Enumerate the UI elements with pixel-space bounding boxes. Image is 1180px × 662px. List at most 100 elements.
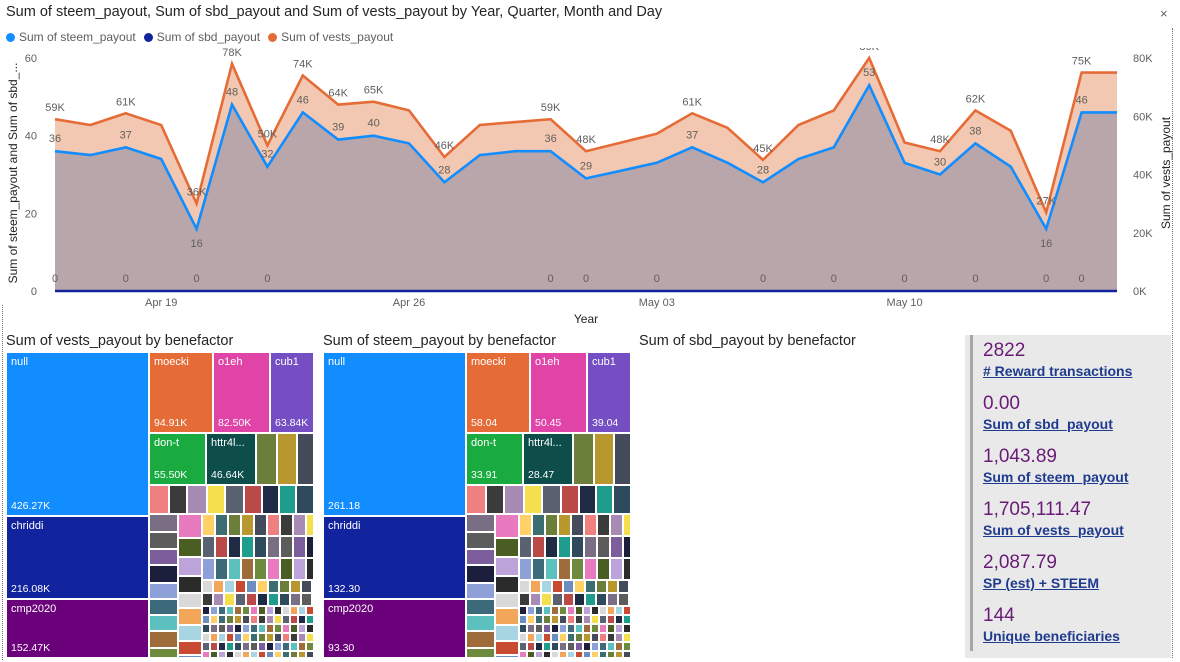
- treemap-cell[interactable]: [559, 633, 567, 642]
- treemap-cell[interactable]: [495, 593, 519, 608]
- treemap-cell[interactable]: [202, 514, 215, 536]
- treemap-cell[interactable]: [306, 642, 314, 651]
- treemap-cell[interactable]: [258, 633, 266, 642]
- treemap-cell[interactable]: [228, 558, 241, 580]
- treemap-cell[interactable]: [527, 624, 535, 633]
- treemap-cell[interactable]: [298, 642, 306, 651]
- treemap-cell[interactable]: [575, 651, 583, 658]
- treemap-cell[interactable]: [567, 615, 575, 624]
- treemap-cell[interactable]: [597, 514, 610, 536]
- treemap-cell[interactable]: [298, 624, 306, 633]
- treemap-cell[interactable]: [218, 642, 226, 651]
- treemap-cell[interactable]: [607, 642, 615, 651]
- treemap-cell[interactable]: [246, 593, 257, 606]
- treemap-cell[interactable]: [290, 651, 298, 658]
- treemap-cell[interactable]: [535, 624, 543, 633]
- treemap-cell[interactable]: [202, 633, 210, 642]
- treemap-cell[interactable]: [178, 641, 202, 655]
- treemap-cell[interactable]: [615, 615, 623, 624]
- treemap-cell[interactable]: [306, 624, 314, 633]
- treemap-cell[interactable]: [290, 615, 298, 624]
- treemap-cell[interactable]: [202, 558, 215, 580]
- treemap-cell[interactable]: [597, 558, 610, 580]
- treemap-cell[interactable]: [527, 642, 535, 651]
- treemap-cell[interactable]: [149, 485, 169, 514]
- treemap-cell[interactable]: [519, 536, 532, 558]
- treemap-cell[interactable]: [258, 642, 266, 651]
- treemap-cell[interactable]: [607, 615, 615, 624]
- treemap-cell[interactable]: [618, 580, 629, 593]
- treemap-cell[interactable]: [583, 633, 591, 642]
- treemap-cell[interactable]: [571, 536, 584, 558]
- treemap-cell[interactable]: [267, 514, 280, 536]
- treemap-cell[interactable]: [279, 593, 290, 606]
- treemap-cell[interactable]: [267, 558, 280, 580]
- treemap-cell[interactable]: [466, 631, 495, 648]
- treemap-cell[interactable]: [235, 580, 246, 593]
- treemap-cell[interactable]: [213, 580, 224, 593]
- treemap-cell[interactable]: [530, 580, 541, 593]
- treemap-cell[interactable]: [623, 615, 631, 624]
- treemap-cell[interactable]: [623, 651, 631, 658]
- treemap-cell[interactable]: [599, 624, 607, 633]
- treemap-cell[interactable]: [543, 624, 551, 633]
- treemap-cell[interactable]: [535, 642, 543, 651]
- treemap-cell[interactable]: [228, 536, 241, 558]
- treemap-cell[interactable]: [584, 536, 597, 558]
- treemap-cell[interactable]: [250, 615, 258, 624]
- treemap-cell[interactable]: [610, 536, 623, 558]
- treemap-cell[interactable]: [242, 651, 250, 658]
- treemap-cell[interactable]: [280, 536, 293, 558]
- treemap-cell[interactable]: [466, 583, 495, 599]
- treemap-cell[interactable]: [466, 532, 495, 549]
- treemap-cell[interactable]: [226, 642, 234, 651]
- treemap-cell[interactable]: [551, 642, 559, 651]
- treemap-cell[interactable]: [149, 583, 178, 599]
- treemap-cell[interactable]: [210, 624, 218, 633]
- treemap-cell[interactable]: [298, 651, 306, 658]
- treemap-cell[interactable]: [306, 558, 314, 580]
- treemap-cell[interactable]: [274, 633, 282, 642]
- treemap-cell[interactable]: [258, 624, 266, 633]
- treemap-cell[interactable]: [267, 536, 280, 558]
- treemap-cell[interactable]: [584, 558, 597, 580]
- treemap-cell[interactable]: [495, 655, 519, 658]
- treemap-cell[interactable]: [241, 514, 254, 536]
- treemap-cell[interactable]: [466, 599, 495, 615]
- treemap-cell[interactable]: [242, 633, 250, 642]
- treemap-cell[interactable]: [207, 485, 225, 514]
- treemap-cell[interactable]: chriddi 216.08K: [6, 516, 149, 599]
- treemap-cell[interactable]: [629, 593, 631, 606]
- treemap-cell[interactable]: [266, 651, 274, 658]
- treemap-cell[interactable]: [277, 433, 297, 485]
- treemap-cell[interactable]: [504, 485, 524, 514]
- treemap-cell[interactable]: [495, 608, 519, 625]
- treemap-cell[interactable]: [178, 655, 202, 658]
- treemap-cell[interactable]: [218, 624, 226, 633]
- treemap-cell[interactable]: [226, 624, 234, 633]
- treemap-cell[interactable]: [466, 514, 495, 532]
- treemap-cell[interactable]: null 426.27K: [6, 352, 149, 516]
- treemap-cell[interactable]: [210, 615, 218, 624]
- treemap-cell[interactable]: [215, 558, 228, 580]
- treemap-cell[interactable]: [296, 485, 314, 514]
- treemap-cell[interactable]: [250, 633, 258, 642]
- treemap-cell[interactable]: [597, 536, 610, 558]
- treemap-cell[interactable]: [561, 485, 579, 514]
- treemap-cell[interactable]: [535, 633, 543, 642]
- treemap-cell[interactable]: [596, 485, 613, 514]
- treemap-cell[interactable]: [234, 624, 242, 633]
- treemap-cell[interactable]: [257, 580, 268, 593]
- treemap-cell[interactable]: [254, 558, 267, 580]
- treemap-cell[interactable]: [235, 593, 246, 606]
- treemap-cell[interactable]: [567, 624, 575, 633]
- treemap-cell[interactable]: [224, 580, 235, 593]
- treemap-cell[interactable]: [242, 642, 250, 651]
- treemap-cell[interactable]: [535, 651, 543, 658]
- treemap-cell[interactable]: [615, 651, 623, 658]
- treemap-cell[interactable]: o1eh 50.45: [530, 352, 587, 433]
- treemap-cell[interactable]: [290, 593, 301, 606]
- treemap-cell[interactable]: [591, 642, 599, 651]
- treemap-cell[interactable]: [250, 651, 258, 658]
- treemap-cell[interactable]: [258, 651, 266, 658]
